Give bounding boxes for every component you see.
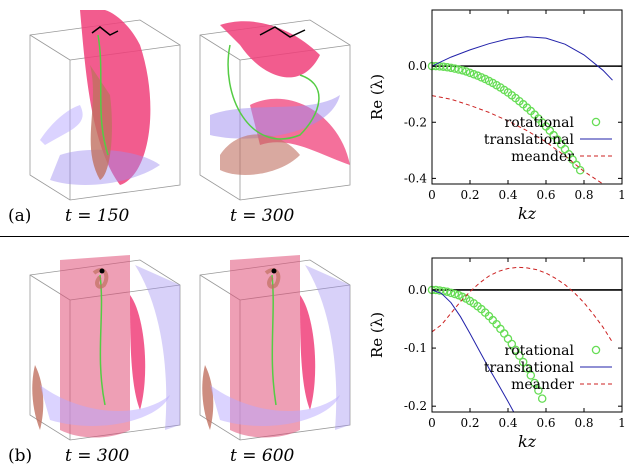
plot-frame	[431, 9, 623, 185]
data-point-rotational	[458, 66, 467, 75]
y-tick-label: -0.2	[404, 399, 427, 413]
time-label-a-1: t = 150	[65, 206, 130, 226]
series-line-translational	[431, 36, 613, 81]
series-line-translational	[431, 289, 515, 413]
y-axis-label: Re (λ)	[370, 74, 386, 120]
data-point-rotational	[507, 339, 517, 349]
plot-frame	[431, 257, 623, 413]
x-axis-label: kz	[518, 204, 537, 223]
data-point-rotational	[446, 63, 456, 73]
y-tick-label: -0.4	[404, 171, 428, 185]
data-point-rotational	[534, 386, 543, 395]
legend-label-meander: meander	[511, 149, 574, 165]
legend-label-meander: meander	[511, 377, 574, 393]
data-point-rotational	[450, 64, 460, 73]
time-label-b-2: t = 600	[230, 446, 295, 466]
snapshot-b-t600	[199, 255, 351, 441]
data-point-rotational	[530, 378, 539, 388]
data-point-rotational	[465, 68, 475, 78]
y-tick-label: -0.1	[404, 341, 427, 355]
x-tick-label: 0.4	[498, 188, 517, 202]
data-point-rotational	[450, 289, 460, 299]
data-point-rotational	[446, 288, 456, 298]
snapshot-a-t300	[199, 19, 351, 201]
y-tick-label: 0.0	[408, 59, 427, 73]
x-tick-label: 1	[618, 416, 626, 430]
data-point-rotational	[522, 364, 532, 373]
data-point-rotational	[537, 394, 547, 403]
chart-b: 0 0.2 0.4 0.6 0.8 1 0.0 -0.1 -0.2 kz Re (λ) rotatio…	[370, 257, 626, 451]
data-point-rotational	[496, 324, 505, 334]
data-point-rotational	[469, 70, 479, 79]
series-line-meander	[431, 266, 613, 343]
x-axis-label: kz	[518, 432, 537, 451]
panel-label-a: (a)	[8, 206, 32, 226]
y-axis-label: Re (λ)	[370, 312, 386, 358]
time-label-a-2: t = 300	[230, 206, 295, 226]
x-tick-label: 0.2	[460, 188, 479, 202]
panel-label-b: (b)	[8, 446, 33, 466]
data-point-rotational	[526, 371, 536, 380]
data-point-rotational	[575, 165, 585, 175]
snapshot-a-t150	[29, 10, 181, 201]
series-line-meander	[431, 95, 604, 185]
data-point-rotational	[477, 73, 486, 82]
panel-divider	[0, 236, 629, 237]
data-point-rotational	[461, 67, 471, 76]
legend-label-rotational: rotational	[505, 343, 575, 359]
data-point-rotational	[454, 65, 463, 74]
time-label-b-1: t = 300	[65, 446, 130, 466]
chart-a: 0 0.2 0.4 0.6 0.8 1 0.0 -0.2 -0.4 kz Re (λ) rotatio…	[370, 9, 626, 223]
x-tick-label: 0.8	[574, 416, 593, 430]
snapshot-b-t300	[29, 255, 181, 441]
x-tick-label: 0.8	[574, 188, 593, 202]
x-tick-label: 0.4	[498, 416, 517, 430]
legend-swatch-rotational	[591, 117, 601, 127]
legend-label-rotational: rotational	[505, 115, 575, 131]
x-tick-label: 0.6	[536, 188, 555, 202]
legend-label-translational: translational	[484, 360, 575, 376]
x-tick-label: 0.2	[460, 416, 479, 430]
legend-label-translational: translational	[484, 132, 575, 148]
x-tick-label: 0	[428, 188, 436, 202]
y-tick-label: -0.2	[404, 115, 427, 129]
data-point-rotational	[473, 71, 482, 80]
x-tick-label: 1	[618, 188, 626, 202]
legend-swatch-rotational	[591, 345, 601, 355]
x-tick-label: 0	[428, 416, 436, 430]
y-tick-label: 0.0	[408, 283, 427, 297]
data-point-rotational	[515, 351, 524, 360]
data-point-rotational	[442, 287, 452, 296]
data-point-rotational	[511, 345, 520, 355]
x-tick-label: 0.6	[536, 416, 555, 430]
data-point-rotational	[518, 357, 528, 367]
